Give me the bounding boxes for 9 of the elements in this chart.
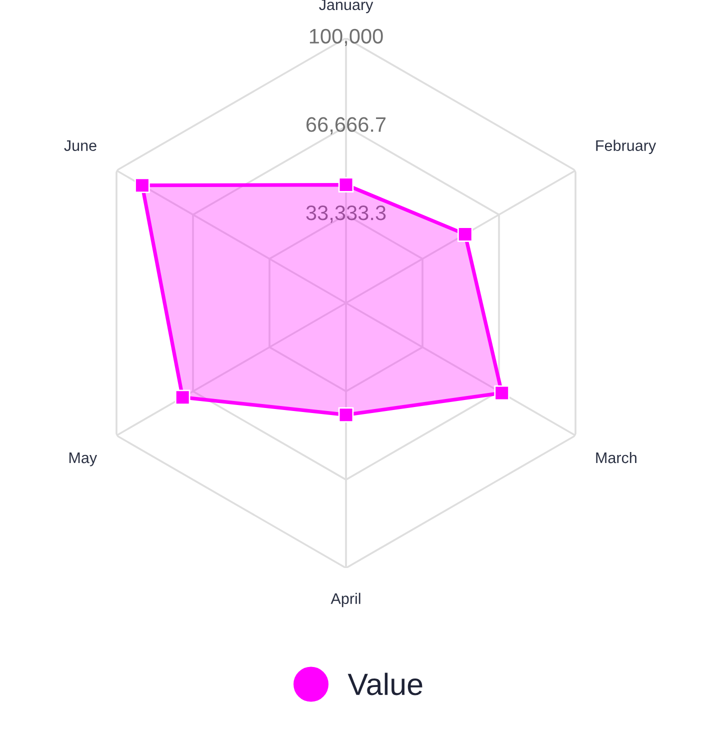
spoke-label: April bbox=[330, 592, 360, 608]
legend-label: Value bbox=[348, 672, 422, 696]
y-tick-label: 100,000 bbox=[310, 28, 383, 46]
y-tick-label: 66,666.7 bbox=[306, 117, 386, 134]
spoke-label: March bbox=[596, 452, 636, 464]
spoke-label: February bbox=[596, 140, 656, 154]
spoke-label: May bbox=[69, 452, 98, 466]
spoke-label: June bbox=[64, 140, 96, 151]
y-tick-label: 33,333.3 bbox=[306, 206, 386, 223]
